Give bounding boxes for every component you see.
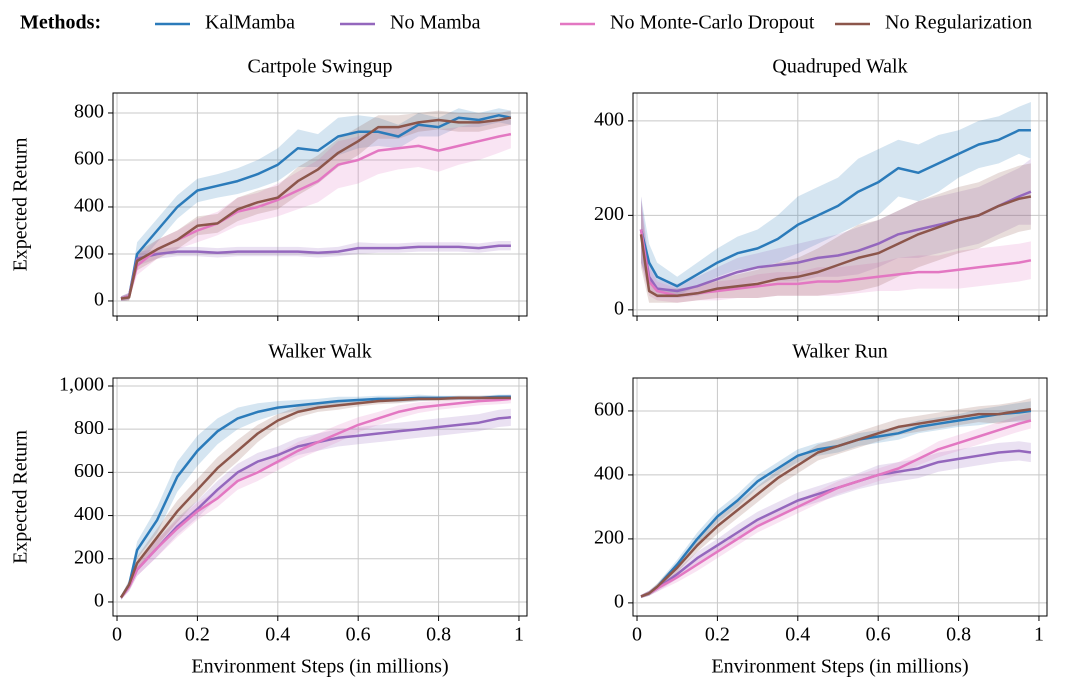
confidence-band bbox=[641, 441, 1031, 599]
x-tick-label: 1 bbox=[1034, 624, 1044, 646]
x-tick-label: 0 bbox=[112, 624, 122, 646]
chart-title: Cartpole Swingup bbox=[248, 56, 393, 78]
y-tick-label: 0 bbox=[94, 590, 104, 612]
series-line bbox=[640, 449, 1032, 598]
confidence-band bbox=[641, 158, 1031, 298]
y-tick-label: 600 bbox=[74, 460, 104, 482]
y-tick-label: 0 bbox=[614, 590, 624, 612]
y-tick-label: 0 bbox=[614, 297, 624, 319]
plot-frame bbox=[632, 377, 1048, 617]
confidence-band bbox=[121, 120, 511, 301]
confidence-band bbox=[641, 401, 1031, 599]
y-axis-label: Expected Return bbox=[10, 138, 32, 272]
confidence-band bbox=[641, 412, 1031, 599]
x-tick-label: 0.6 bbox=[866, 624, 891, 646]
y-tick-label: 400 bbox=[594, 108, 624, 130]
y-axis-label: Expected Return bbox=[10, 430, 32, 564]
y-tick-label: 200 bbox=[594, 526, 624, 548]
confidence-band bbox=[121, 110, 511, 301]
plot-frame bbox=[112, 377, 528, 617]
series-line bbox=[639, 129, 1031, 288]
series-line bbox=[120, 116, 512, 300]
series-line bbox=[119, 396, 511, 599]
y-tick-label: 400 bbox=[74, 503, 104, 525]
series-line bbox=[640, 409, 1032, 598]
x-tick-label: 0 bbox=[632, 624, 642, 646]
y-tick-label: 800 bbox=[74, 101, 104, 123]
series-line bbox=[640, 408, 1032, 598]
y-tick-label: 200 bbox=[594, 203, 624, 225]
y-tick-label: 400 bbox=[74, 195, 104, 217]
confidence-band bbox=[641, 398, 1031, 599]
x-tick-label: 1 bbox=[514, 624, 524, 646]
series-line bbox=[639, 195, 1032, 297]
x-tick-label: 0.4 bbox=[785, 624, 810, 646]
confidence-band bbox=[121, 395, 511, 600]
series-line bbox=[640, 419, 1032, 598]
plot-area bbox=[119, 394, 512, 600]
legend-label: No Regularization bbox=[885, 12, 1032, 34]
legend-label: No Monte-Carlo Dropout bbox=[610, 12, 815, 34]
plot-area bbox=[639, 102, 1032, 303]
x-tick-label: 0.2 bbox=[705, 624, 730, 646]
series-line bbox=[120, 244, 511, 300]
confidence-band bbox=[641, 163, 1031, 303]
plot-area bbox=[120, 108, 512, 301]
chart-title: Quadruped Walk bbox=[772, 56, 907, 78]
y-tick-label: 800 bbox=[74, 417, 104, 439]
plot-frame bbox=[632, 92, 1048, 317]
legend-label: KalMamba bbox=[205, 12, 295, 34]
confidence-band bbox=[121, 241, 511, 301]
x-tick-label: 0.8 bbox=[946, 624, 971, 646]
confidence-band bbox=[641, 196, 1031, 303]
plot-frame bbox=[112, 92, 528, 317]
x-axis-label: Environment Steps (in millions) bbox=[191, 656, 448, 678]
x-tick-label: 0.8 bbox=[426, 624, 451, 646]
y-tick-label: 400 bbox=[594, 463, 624, 485]
y-tick-label: 600 bbox=[594, 399, 624, 421]
y-tick-label: 200 bbox=[74, 242, 104, 264]
legend-title: Methods: bbox=[20, 12, 101, 34]
x-tick-label: 0.2 bbox=[185, 624, 210, 646]
confidence-band bbox=[641, 102, 1031, 296]
chart-title: Walker Walk bbox=[268, 341, 372, 363]
y-tick-label: 1,000 bbox=[59, 374, 104, 396]
y-tick-label: 200 bbox=[74, 546, 104, 568]
confidence-band bbox=[121, 108, 511, 301]
series-line bbox=[120, 397, 512, 599]
plot-area bbox=[640, 398, 1032, 599]
x-tick-label: 0.6 bbox=[346, 624, 371, 646]
y-tick-label: 600 bbox=[74, 148, 104, 170]
y-tick-label: 0 bbox=[94, 289, 104, 311]
x-tick-label: 0.4 bbox=[265, 624, 290, 646]
chart-title: Walker Run bbox=[792, 341, 888, 363]
x-axis-label: Environment Steps (in millions) bbox=[711, 656, 968, 678]
confidence-band bbox=[121, 394, 511, 600]
legend-label: No Mamba bbox=[390, 12, 481, 34]
confidence-band bbox=[121, 408, 511, 600]
